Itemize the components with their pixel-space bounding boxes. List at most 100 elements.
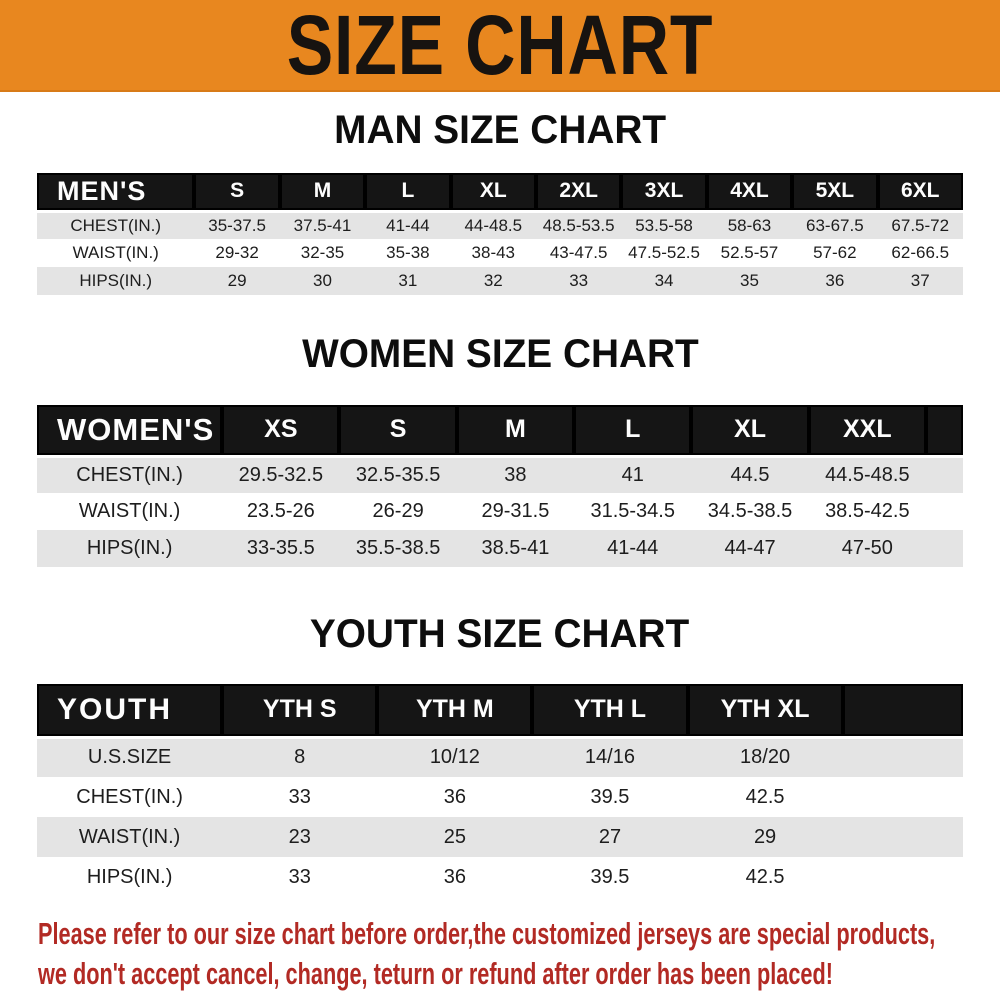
value-cell: 39.5 (532, 857, 688, 897)
col-header: 6XL (877, 173, 963, 213)
value-cell: 29.5-32.5 (222, 456, 340, 493)
disclaimer: Please refer to our size chart before or… (38, 914, 1000, 994)
header-row: YOUTH YTH S YTH M YTH L YTH XL (37, 684, 963, 739)
col-header: 3XL (621, 173, 707, 213)
spacer-cell (842, 777, 963, 817)
table-row: WAIST(IN.) 23.5-26 26-29 29-31.5 31.5-34.5 34… (37, 493, 963, 530)
value-cell: 39.5 (532, 777, 688, 817)
value-cell: 48.5-53.5 (535, 211, 622, 239)
youth-section-heading: YOUTH SIZE CHART (0, 612, 1000, 657)
spacer-cell (842, 737, 963, 777)
col-header: 2XL (535, 173, 622, 213)
value-cell: 36 (377, 857, 533, 897)
value-cell: 27 (532, 817, 688, 857)
women-section-heading: WOMEN SIZE CHART (0, 332, 1000, 377)
value-cell: 63-67.5 (792, 211, 878, 239)
value-cell: 32.5-35.5 (339, 456, 457, 493)
value-cell: 35-37.5 (194, 211, 280, 239)
value-cell: 32 (450, 267, 536, 295)
row-label: CHEST(IN.) (37, 456, 223, 493)
youth-size-table: YOUTH YTH S YTH M YTH L YTH XL U.S.SIZE 8 10/12… (37, 684, 963, 897)
col-header: YTH M (377, 684, 533, 739)
value-cell: 32-35 (279, 239, 366, 267)
value-cell: 14/16 (532, 737, 688, 777)
table-row: WAIST(IN.) 23 25 27 29 (37, 817, 963, 857)
table-row: HIPS(IN.) 33-35.5 35.5-38.5 38.5-41 41-44 44-… (37, 530, 963, 567)
value-cell: 36 (377, 777, 533, 817)
value-cell: 43-47.5 (535, 239, 622, 267)
mens-size-table: MEN'S S M L XL 2XL 3XL 4XL 5XL 6XL CHEST(IN.) 35-37… (37, 173, 963, 295)
row-label: WAIST(IN.) (37, 493, 223, 530)
value-cell: 23 (222, 817, 378, 857)
value-cell: 53.5-58 (621, 211, 707, 239)
col-header: XL (450, 173, 536, 213)
spacer-cell (842, 684, 963, 739)
value-cell: 38 (456, 456, 575, 493)
value-cell: 29-32 (194, 239, 280, 267)
value-cell: 23.5-26 (222, 493, 340, 530)
col-header: M (456, 405, 575, 458)
value-cell: 25 (377, 817, 533, 857)
col-header: S (194, 173, 280, 213)
value-cell: 31 (365, 267, 451, 295)
mens-size-table-container: MEN'S S M L XL 2XL 3XL 4XL 5XL 6XL CHEST(IN.) 35-37… (37, 173, 963, 295)
value-cell: 35.5-38.5 (339, 530, 457, 567)
table-title-cell: YOUTH (37, 684, 223, 739)
col-header: L (365, 173, 451, 213)
table-row: CHEST(IN.) 35-37.5 37.5-41 41-44 44-48.5 48.5… (37, 211, 963, 239)
page-title: SIZE CHART (286, 0, 714, 92)
value-cell: 57-62 (792, 239, 878, 267)
value-cell: 18/20 (687, 737, 843, 777)
value-cell: 38.5-42.5 (808, 493, 926, 530)
spacer-cell (925, 456, 963, 493)
row-label: CHEST(IN.) (37, 211, 195, 239)
value-cell: 33-35.5 (222, 530, 340, 567)
value-cell: 42.5 (687, 777, 843, 817)
man-section-heading-text: MAN SIZE CHART (334, 108, 666, 152)
value-cell: 10/12 (377, 737, 533, 777)
spacer-cell (842, 817, 963, 857)
value-cell: 35 (706, 267, 793, 295)
disclaimer-line-1: Please refer to our size chart before or… (38, 916, 936, 951)
spacer-cell (925, 530, 963, 567)
table-row: HIPS(IN.) 33 36 39.5 42.5 (37, 857, 963, 897)
col-header: L (574, 405, 692, 458)
col-header: YTH XL (687, 684, 843, 739)
value-cell: 29 (194, 267, 280, 295)
row-label: HIPS(IN.) (37, 267, 195, 295)
value-cell: 37 (877, 267, 963, 295)
row-label: CHEST(IN.) (37, 777, 223, 817)
value-cell: 26-29 (339, 493, 457, 530)
value-cell: 44.5-48.5 (808, 456, 926, 493)
table-row: WAIST(IN.) 29-32 32-35 35-38 38-43 43-47.5 47.… (37, 239, 963, 267)
row-label: HIPS(IN.) (37, 530, 223, 567)
value-cell: 42.5 (687, 857, 843, 897)
value-cell: 52.5-57 (706, 239, 793, 267)
col-header: XS (222, 405, 340, 458)
value-cell: 47-50 (808, 530, 926, 567)
col-header: M (279, 173, 366, 213)
value-cell: 41-44 (574, 530, 692, 567)
value-cell: 38.5-41 (456, 530, 575, 567)
row-label: U.S.SIZE (37, 737, 223, 777)
value-cell: 8 (222, 737, 378, 777)
table-title-cell: WOMEN'S (37, 405, 223, 458)
col-header: 5XL (792, 173, 878, 213)
row-label: HIPS(IN.) (37, 857, 223, 897)
value-cell: 62-66.5 (877, 239, 963, 267)
col-header: XXL (808, 405, 926, 458)
value-cell: 34.5-38.5 (691, 493, 809, 530)
value-cell: 33 (535, 267, 622, 295)
value-cell: 35-38 (365, 239, 451, 267)
col-header: YTH S (222, 684, 378, 739)
header-row: MEN'S S M L XL 2XL 3XL 4XL 5XL 6XL (37, 173, 963, 213)
table-row: CHEST(IN.) 33 36 39.5 42.5 (37, 777, 963, 817)
banner: SIZE CHART (0, 0, 1000, 92)
value-cell: 41 (574, 456, 692, 493)
womens-size-table: WOMEN'S XS S M L XL XXL CHEST(IN.) 29.5-32.5 32.5… (37, 405, 963, 567)
row-label: WAIST(IN.) (37, 817, 223, 857)
table-row: U.S.SIZE 8 10/12 14/16 18/20 (37, 737, 963, 777)
value-cell: 38-43 (450, 239, 536, 267)
col-header: YTH L (532, 684, 688, 739)
